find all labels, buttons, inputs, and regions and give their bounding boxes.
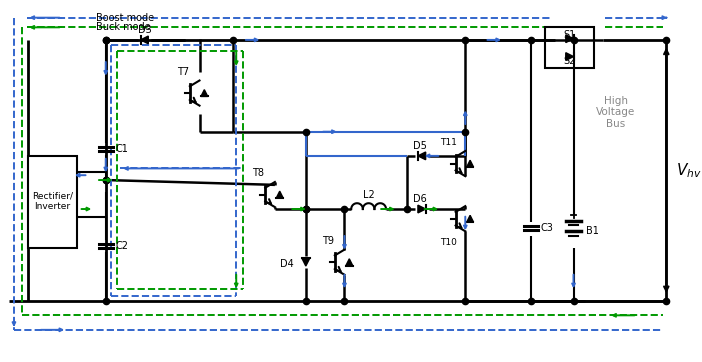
Polygon shape xyxy=(566,53,574,60)
Text: C1: C1 xyxy=(115,144,128,154)
Text: T11: T11 xyxy=(440,138,457,147)
Text: D5: D5 xyxy=(413,141,427,151)
Text: D4: D4 xyxy=(281,259,294,269)
Text: Boost mode: Boost mode xyxy=(96,13,154,23)
Polygon shape xyxy=(201,90,208,96)
Polygon shape xyxy=(346,259,352,266)
Polygon shape xyxy=(418,205,425,213)
Text: T10: T10 xyxy=(440,238,457,247)
Text: D3: D3 xyxy=(138,25,152,35)
Text: T7: T7 xyxy=(177,67,189,77)
Text: T9: T9 xyxy=(322,236,334,246)
Text: L2: L2 xyxy=(363,190,374,201)
Text: D6: D6 xyxy=(413,194,427,205)
Polygon shape xyxy=(418,152,425,160)
Bar xyxy=(29,156,77,248)
Text: T8: T8 xyxy=(253,168,265,178)
Text: Buck mode: Buck mode xyxy=(96,22,151,32)
Text: B1: B1 xyxy=(586,226,599,236)
Polygon shape xyxy=(302,258,310,266)
Text: Rectifier/
Inverter: Rectifier/ Inverter xyxy=(32,191,73,211)
Polygon shape xyxy=(467,160,473,167)
Text: $V_{hv}$: $V_{hv}$ xyxy=(676,161,701,180)
Text: S2: S2 xyxy=(564,56,576,66)
Polygon shape xyxy=(467,215,473,222)
Text: C2: C2 xyxy=(115,241,128,251)
Text: C3: C3 xyxy=(541,223,554,233)
Polygon shape xyxy=(566,35,574,43)
Text: S1: S1 xyxy=(564,30,576,40)
Polygon shape xyxy=(140,36,148,44)
Polygon shape xyxy=(277,191,283,198)
Text: High
Voltage
Bus: High Voltage Bus xyxy=(597,96,636,129)
Bar xyxy=(545,28,594,68)
